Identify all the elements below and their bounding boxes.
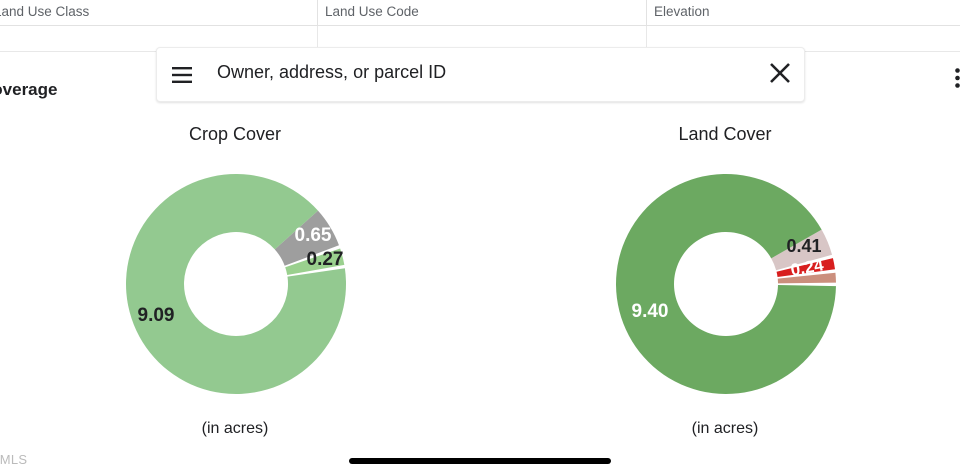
svg-text:9.40: 9.40 [632, 301, 669, 322]
svg-text:9.09: 9.09 [138, 305, 175, 326]
svg-text:0.65: 0.65 [295, 225, 332, 246]
svg-text:0.41: 0.41 [786, 236, 821, 256]
svg-text:0.27: 0.27 [307, 249, 344, 270]
